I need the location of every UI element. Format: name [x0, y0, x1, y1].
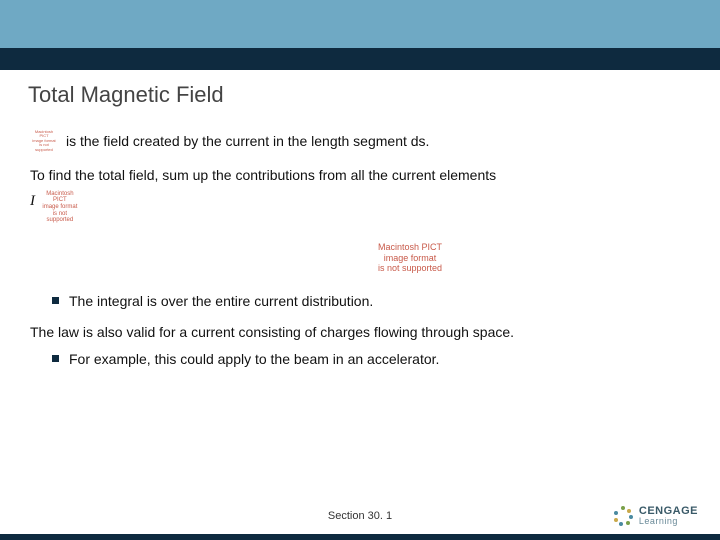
line-1: Macintosh PICT image format is not suppo… [30, 130, 690, 152]
header-dark-bar [0, 48, 720, 70]
bullet-example: For example, this could apply to the bea… [52, 350, 690, 369]
logo-sub: Learning [639, 517, 698, 526]
bullet-text: For example, this could apply to the bea… [69, 350, 439, 369]
header-band [0, 0, 720, 48]
pict-line: Macintosh PICT [41, 191, 79, 204]
bullet-text: The integral is over the entire current … [69, 292, 373, 311]
pict-line: Macintosh PICT [130, 242, 690, 253]
pict-line: is not supported [41, 211, 79, 224]
footer-bar [0, 534, 720, 540]
logo-burst-icon [613, 506, 633, 526]
pict-line: is not supported [30, 143, 58, 152]
i-ds-row: I Macintosh PICT image format is not sup… [30, 191, 690, 224]
para-totalfield: To find the total field, sum up the cont… [30, 166, 690, 185]
content-area: Macintosh PICT image format is not suppo… [0, 108, 720, 369]
line1-text: is the field created by the current in t… [66, 132, 429, 151]
cengage-logo: CENGAGE Learning [613, 506, 698, 526]
pict-placeholder-med: Macintosh PICT image format is not suppo… [41, 191, 79, 224]
bullet-integral: The integral is over the entire current … [52, 292, 690, 311]
pict-line: is not supported [130, 263, 690, 274]
footer [0, 534, 720, 540]
pict-placeholder-large: Macintosh PICT image format is not suppo… [130, 242, 690, 274]
pict-line: image format [41, 204, 79, 211]
logo-text: CENGAGE Learning [639, 506, 698, 526]
bullet-icon [52, 355, 59, 362]
pict-line: image format [130, 253, 690, 264]
para-law: The law is also valid for a current cons… [30, 323, 690, 342]
bullet-icon [52, 297, 59, 304]
pict-placeholder-small: Macintosh PICT image format is not suppo… [30, 130, 58, 152]
current-symbol: I [30, 191, 35, 211]
page-title: Total Magnetic Field [0, 70, 720, 108]
